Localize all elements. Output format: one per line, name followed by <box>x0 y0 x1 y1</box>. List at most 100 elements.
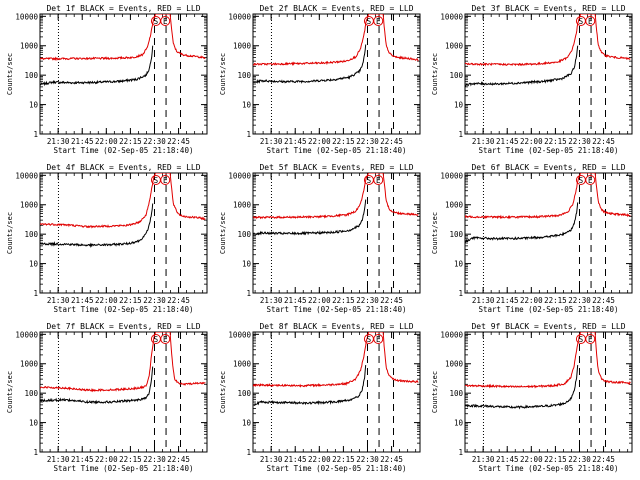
y-tick-label: 100 <box>24 389 38 398</box>
lld-series-line <box>253 332 419 388</box>
events-series-line <box>465 45 579 91</box>
x-tick-label: 22:00 <box>95 296 118 305</box>
x-tick-label: 22:15 <box>544 137 567 146</box>
x-tick-label: 21:45 <box>284 137 307 146</box>
x-axis-label: Start Time (02-Sep-05 21:18:40) <box>54 464 194 473</box>
y-axis-label: Counts/sec <box>219 212 227 254</box>
x-tick-label: 21:30 <box>472 455 495 464</box>
end-marker-label: E <box>588 335 593 344</box>
y-tick-label: 10 <box>242 419 252 428</box>
y-tick-label: 10 <box>29 101 39 110</box>
y-tick-label: 1 <box>458 289 463 298</box>
y-tick-label: 10000 <box>440 330 463 339</box>
y-tick-label: 1000 <box>233 360 252 369</box>
plot-area <box>40 14 206 134</box>
end-marker-circle <box>585 175 596 185</box>
end-marker-circle <box>585 334 596 344</box>
plot-area <box>253 332 419 452</box>
end-marker-circle <box>373 334 384 344</box>
panel-title: Det 4f BLACK = Events, RED = LLD <box>46 163 200 172</box>
x-tick-label: 21:30 <box>260 137 283 146</box>
plot-frame <box>464 172 633 294</box>
lld-series-line <box>40 332 206 393</box>
lld-series-line <box>40 14 206 61</box>
panel-title: Det 7f BLACK = Events, RED = LLD <box>46 322 200 331</box>
x-tick-label: 22:30 <box>143 137 166 146</box>
start-marker-label: S <box>579 17 584 26</box>
events-series-line <box>40 203 154 249</box>
events-series-line <box>40 45 154 90</box>
y-tick-label: 1000 <box>445 42 464 51</box>
x-tick-label: 22:15 <box>332 296 355 305</box>
y-axis-label: Counts/sec <box>219 371 227 413</box>
start-marker-label: S <box>367 335 372 344</box>
detector-panel: Det 5f BLACK = Events, RED = LLD 1 10 100 10… <box>219 163 421 314</box>
plot-area <box>40 173 206 293</box>
detector-panel: Det 9f BLACK = Events, RED = LLD 1 10 100 10… <box>431 322 633 473</box>
events-series-line <box>253 199 367 240</box>
x-axis-label: Start Time (02-Sep-05 21:18:40) <box>54 146 194 155</box>
events-series-line <box>465 365 579 410</box>
x-tick-label: 22:00 <box>308 455 331 464</box>
x-tick-label: 22:45 <box>592 455 615 464</box>
x-tick-label: 22:00 <box>95 137 118 146</box>
detector-panel: Det 4f BLACK = Events, RED = LLD 1 10 100 10… <box>6 163 208 314</box>
start-marker-label: S <box>367 176 372 185</box>
panel-title: Det 6f BLACK = Events, RED = LLD <box>471 163 625 172</box>
end-marker-label: E <box>376 17 381 26</box>
x-tick-label: 22:45 <box>167 137 190 146</box>
end-marker-circle <box>160 334 171 344</box>
plot-frame <box>39 172 208 294</box>
x-tick-label: 22:00 <box>308 137 331 146</box>
y-tick-label: 10 <box>454 419 464 428</box>
x-axis-label: Start Time (02-Sep-05 21:18:40) <box>479 464 619 473</box>
panel-title: Det 3f BLACK = Events, RED = LLD <box>471 4 625 13</box>
y-tick-label: 10000 <box>440 171 463 180</box>
x-axis-label: Start Time (02-Sep-05 21:18:40) <box>54 305 194 314</box>
start-marker-label: S <box>154 17 159 26</box>
plot-frame <box>464 331 633 453</box>
y-tick-label: 10000 <box>228 330 251 339</box>
y-axis-label: Counts/sec <box>431 371 439 413</box>
x-tick-label: 21:45 <box>496 137 519 146</box>
y-axis-label: Counts/sec <box>431 212 439 254</box>
y-tick-label: 10000 <box>440 12 463 21</box>
lld-series-line <box>465 14 631 67</box>
y-tick-label: 10 <box>29 419 39 428</box>
x-tick-label: 22:15 <box>119 296 142 305</box>
y-tick-label: 1 <box>246 289 251 298</box>
y-tick-label: 1 <box>33 448 38 457</box>
y-tick-label: 100 <box>24 71 38 80</box>
lld-series-line <box>40 173 206 229</box>
y-axis-label: Counts/sec <box>219 53 227 95</box>
end-marker-circle <box>160 16 171 26</box>
y-tick-label: 1000 <box>20 42 39 51</box>
y-tick-label: 10000 <box>228 171 251 180</box>
y-tick-label: 100 <box>449 230 463 239</box>
y-tick-label: 1 <box>33 289 38 298</box>
x-tick-label: 21:45 <box>284 455 307 464</box>
end-marker-label: E <box>163 176 168 185</box>
x-tick-label: 22:45 <box>167 455 190 464</box>
x-tick-label: 21:30 <box>472 296 495 305</box>
y-tick-label: 1000 <box>445 360 464 369</box>
x-tick-label: 22:30 <box>356 455 379 464</box>
detector-panel: Det 8f BLACK = Events, RED = LLD 1 10 100 10… <box>219 322 421 473</box>
x-tick-label: 22:00 <box>95 455 118 464</box>
plot-area <box>465 173 631 293</box>
x-tick-label: 21:45 <box>284 296 307 305</box>
x-tick-label: 21:30 <box>47 296 70 305</box>
end-marker-label: E <box>376 335 381 344</box>
start-marker-label: S <box>154 176 159 185</box>
x-tick-label: 21:30 <box>47 137 70 146</box>
y-tick-label: 10 <box>29 260 39 269</box>
start-marker-label: S <box>579 176 584 185</box>
x-tick-label: 22:15 <box>544 455 567 464</box>
y-tick-label: 1 <box>246 448 251 457</box>
plot-frame <box>464 13 633 135</box>
y-tick-label: 1000 <box>20 360 39 369</box>
y-tick-label: 1000 <box>20 201 39 210</box>
end-marker-label: E <box>376 176 381 185</box>
x-axis-label: Start Time (02-Sep-05 21:18:40) <box>267 146 407 155</box>
